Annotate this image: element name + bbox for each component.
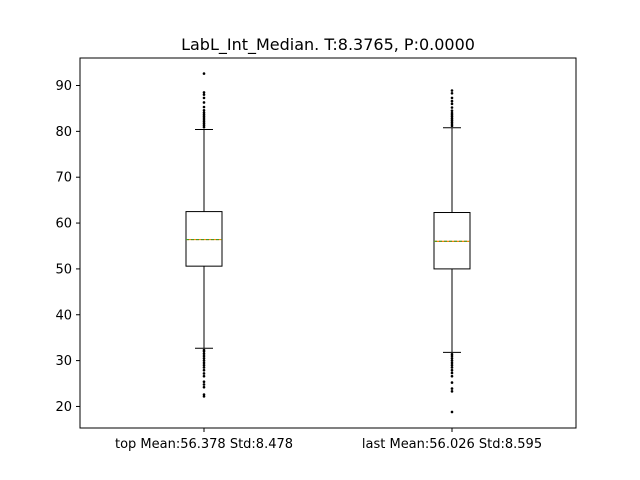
outlier-point: [202, 96, 206, 100]
outlier-point: [202, 101, 206, 104]
outlier-point: [202, 366, 206, 369]
outlier-point: [450, 124, 454, 128]
y-tick-label: 40: [55, 308, 72, 323]
axes: 20 30 40 50 60 70 80 90 top Mean:56.378 Std:8.47…: [55, 79, 542, 452]
outlier-point: [450, 89, 454, 92]
outlier-point: [202, 114, 206, 118]
outlier-point: [202, 357, 206, 360]
y-tick-label: 90: [55, 79, 72, 94]
outlier-point: [202, 116, 206, 120]
outlier-point: [202, 380, 206, 383]
outlier-point: [202, 108, 206, 112]
outlier-point: [450, 366, 454, 369]
outlier-point: [450, 357, 454, 360]
outlier-point: [202, 348, 206, 352]
outlier-point: [450, 117, 454, 120]
y-tick-label: 60: [55, 217, 72, 232]
outlier-point: [202, 372, 206, 375]
outlier-point: [202, 72, 206, 75]
box-group: [433, 89, 471, 414]
outlier-point: [450, 371, 454, 375]
x-tick-label: top Mean:56.378 Std:8.478: [115, 437, 293, 452]
outlier-point: [202, 105, 206, 109]
x-tick-label: last Mean:56.026 Std:8.595: [362, 437, 542, 452]
outlier-point: [202, 125, 206, 129]
y-tick-label: 50: [55, 262, 72, 277]
outlier-point: [450, 387, 454, 390]
outlier-point: [450, 92, 454, 95]
outlier-point: [202, 359, 206, 362]
outlier-point: [450, 354, 454, 358]
outlier-point: [202, 122, 206, 125]
outlier-point: [202, 368, 206, 372]
outlier-point: [450, 410, 454, 414]
outlier-point: [450, 96, 454, 100]
outlier-point: [450, 119, 454, 122]
outlier-point: [450, 106, 454, 109]
outlier-point: [202, 395, 206, 398]
y-tick-label: 20: [55, 400, 72, 415]
outlier-point: [202, 385, 206, 389]
plot-area: [185, 72, 471, 414]
outlier-point: [450, 99, 454, 103]
outlier-point: [450, 122, 454, 126]
outlier-point: [202, 361, 206, 365]
outlier-point: [450, 381, 454, 384]
outlier-point: [450, 361, 454, 365]
outlier-point: [202, 93, 206, 96]
outlier-point: [202, 118, 206, 122]
outlier-point: [202, 352, 206, 356]
y-tick-label: 70: [55, 171, 72, 186]
outlier-point: [202, 354, 206, 358]
outlier-point: [450, 352, 454, 356]
outlier-point: [450, 359, 454, 362]
outlier-point: [202, 113, 206, 116]
outlier-point: [202, 120, 206, 124]
outlier-point: [450, 111, 454, 115]
outlier-point: [450, 102, 454, 106]
outlier-point: [450, 120, 454, 124]
chart-title: LabL_Int_Median. T:8.3765, P:0.0000: [181, 35, 475, 55]
outlier-point: [202, 124, 206, 127]
box-group: [185, 72, 223, 398]
outlier-point: [202, 374, 206, 378]
box-iqr: [185, 211, 223, 267]
outlier-point: [202, 91, 206, 94]
outlier-point: [450, 368, 454, 372]
box-iqr: [433, 212, 471, 270]
outlier-point: [450, 363, 454, 367]
y-tick-label: 80: [55, 125, 72, 140]
outlier-point: [450, 115, 454, 118]
outlier-point: [450, 374, 454, 378]
outlier-point: [202, 393, 206, 396]
outlier-point: [450, 113, 454, 117]
outlier-point: [202, 111, 206, 114]
outlier-point: [450, 390, 454, 393]
y-tick-label: 30: [55, 354, 72, 369]
outlier-point: [450, 109, 454, 113]
outlier-point: [202, 383, 206, 386]
outlier-point: [202, 363, 206, 367]
plot-frame: [79, 57, 577, 429]
